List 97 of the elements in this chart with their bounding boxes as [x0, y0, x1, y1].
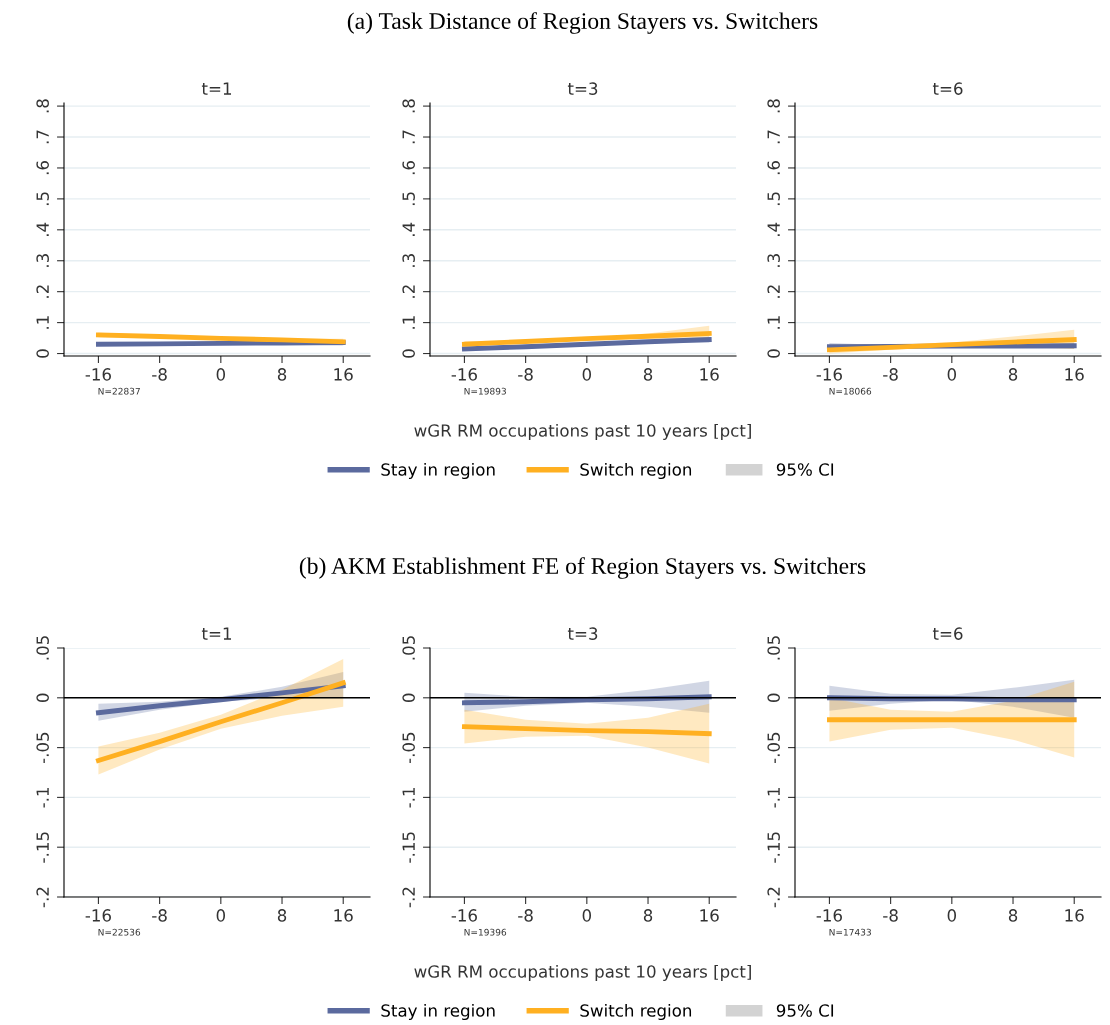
chart-title: t=3	[567, 627, 598, 640]
y-tick-label: .3	[767, 254, 780, 267]
x-tick-label: -16	[85, 368, 111, 381]
legend-label: 95% CI	[776, 463, 834, 476]
y-tick-label: -.15	[402, 832, 415, 863]
y-tick-label: 0	[36, 693, 49, 702]
y-tick-label: .8	[36, 99, 49, 113]
y-tick-label: .6	[402, 161, 415, 175]
x-tick-label: -8	[883, 368, 898, 381]
x-axis-title: wGR RM occupations past 10 years [pct]	[414, 423, 751, 441]
y-tick-label: .5	[767, 192, 780, 206]
x-tick-label: -8	[883, 909, 898, 922]
x-tick-label: 16	[334, 368, 353, 381]
x-tick-label: 0	[216, 909, 226, 922]
y-tick-label: .05	[402, 636, 415, 660]
x-tick-label: 8	[643, 368, 653, 381]
chart-subtitle: (a) Task Distance of Region Stayers vs. Switchers	[347, 12, 818, 34]
x-tick-label: -8	[152, 368, 167, 381]
x-tick-label: 8	[277, 368, 287, 381]
y-tick-label: -.1	[402, 787, 415, 808]
y-tick-label: .8	[402, 99, 415, 113]
y-tick-label: -.2	[402, 887, 415, 908]
text: N=17433	[829, 928, 871, 936]
text: N=19396	[464, 928, 507, 936]
x-tick-label: -16	[816, 909, 842, 922]
x-tick-label: 8	[1008, 368, 1018, 381]
text: N=22837	[98, 387, 140, 395]
y-tick-label: 0	[402, 693, 415, 702]
y-tick-label: -.1	[36, 787, 49, 808]
y-tick-label: .4	[767, 222, 780, 236]
y-tick-label: .1	[36, 316, 49, 329]
y-tick-label: .7	[36, 130, 49, 144]
y-tick-label: -.2	[36, 887, 49, 908]
x-tick-label: -16	[85, 909, 111, 922]
y-tick-label: .5	[402, 192, 415, 206]
y-tick-label: .6	[36, 161, 49, 175]
y-tick-label: .4	[36, 222, 49, 236]
y-tick-label: .3	[36, 254, 49, 267]
x-tick-label: -8	[518, 909, 533, 922]
x-tick-label: 16	[700, 909, 719, 922]
x-tick-label: -16	[451, 368, 477, 381]
legend-label: Switch region	[580, 462, 692, 480]
x-tick-label: 16	[334, 909, 353, 922]
x-tick-label: -16	[451, 909, 477, 922]
y-tick-label: 0	[767, 349, 780, 358]
chart-title: t=1	[201, 627, 232, 640]
y-tick-label: .1	[767, 316, 780, 329]
y-tick-label: .5	[36, 192, 49, 206]
y-tick-label: .05	[36, 636, 49, 660]
x-tick-label: 8	[1008, 909, 1018, 922]
chart-title: t=6	[932, 627, 963, 640]
chart-title: t=3	[567, 82, 598, 95]
x-tick-label: 0	[582, 909, 592, 922]
y-tick-label: .7	[402, 130, 415, 144]
y-tick-label: .8	[767, 99, 780, 113]
x-tick-label: 0	[582, 368, 592, 381]
text: N=19893	[464, 387, 506, 395]
chart-title: t=1	[201, 82, 232, 95]
y-tick-label: .3	[402, 254, 415, 267]
legend-label: Switch region	[580, 1003, 692, 1021]
legend-label: Stay in region	[381, 1003, 495, 1021]
legend-label: Stay in region	[381, 462, 495, 480]
chart-subtitle: (b) AKM Establishment FE of Region Stayers vs. Switchers	[299, 557, 866, 579]
y-tick-label: -.1	[767, 787, 780, 808]
y-tick-label: -.05	[767, 732, 780, 764]
x-tick-label: 8	[277, 909, 287, 922]
y-tick-label: .2	[402, 285, 415, 298]
y-tick-label: .7	[767, 130, 780, 144]
y-tick-label: -.15	[36, 832, 49, 863]
y-tick-label: 0	[36, 349, 49, 358]
x-tick-label: 16	[1065, 368, 1084, 381]
x-tick-label: -8	[518, 368, 533, 381]
y-tick-label: .05	[767, 636, 780, 660]
x-tick-label: 8	[643, 909, 653, 922]
x-tick-label: 0	[216, 368, 226, 381]
x-tick-label: 0	[947, 368, 957, 381]
x-tick-label: -16	[816, 368, 842, 381]
x-tick-label: 16	[1065, 909, 1084, 922]
y-tick-label: 0	[402, 349, 415, 358]
text: N=18066	[829, 387, 872, 395]
chart-title: t=6	[932, 82, 963, 95]
y-tick-label: .2	[767, 285, 780, 298]
y-tick-label: -.2	[767, 887, 780, 908]
y-tick-label: .4	[402, 222, 415, 236]
y-tick-label: -.05	[402, 732, 415, 764]
x-tick-label: -8	[152, 909, 167, 922]
legend-label: 95% CI	[776, 1004, 834, 1017]
x-axis-title: wGR RM occupations past 10 years [pct]	[414, 964, 751, 982]
y-tick-label: .2	[36, 285, 49, 298]
text: N=22536	[98, 928, 141, 936]
y-tick-label: .1	[402, 316, 415, 329]
x-tick-label: 0	[947, 909, 957, 922]
y-tick-label: -.15	[767, 832, 780, 863]
x-tick-label: 16	[700, 368, 719, 381]
y-tick-label: -.05	[36, 732, 49, 764]
y-tick-label: 0	[767, 693, 780, 702]
y-tick-label: .6	[767, 161, 780, 175]
